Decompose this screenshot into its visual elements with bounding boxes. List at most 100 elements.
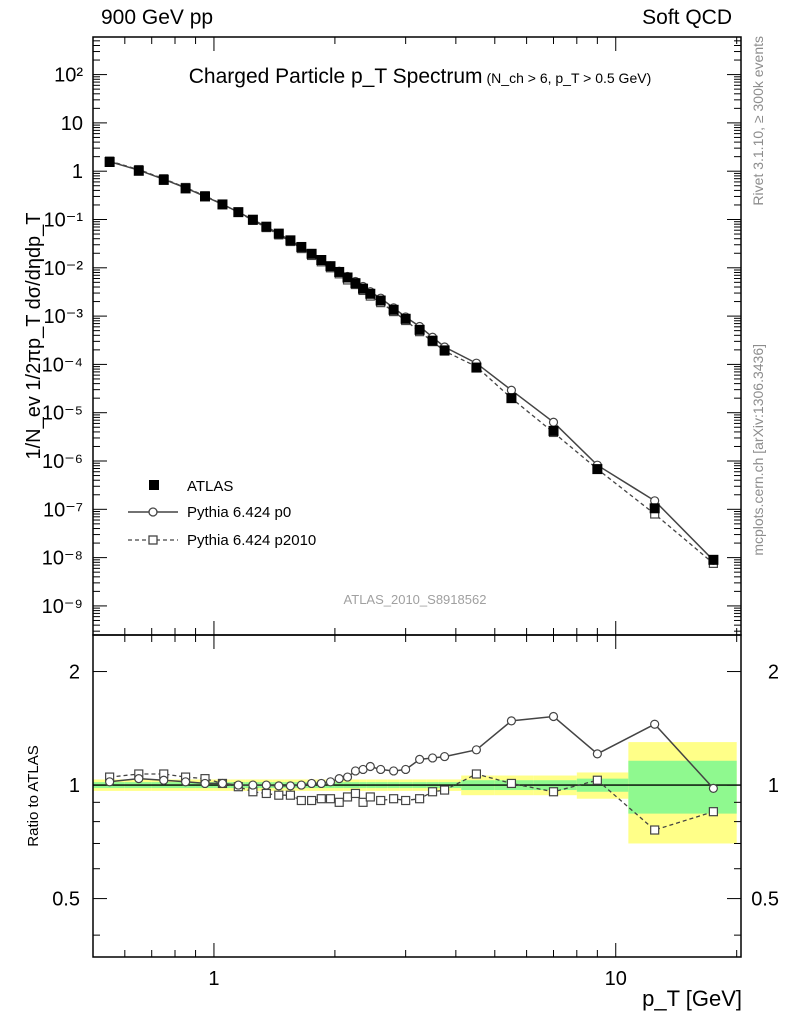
ratio-point-p0: [471, 745, 482, 755]
ratio-point-p0: [350, 766, 361, 776]
point-atlas: [104, 156, 115, 167]
ratio-point-p0: [415, 754, 425, 764]
ratio-point-p2010: [307, 795, 317, 806]
ratio-point-p0: [274, 781, 284, 791]
ratio-point-p0: [325, 777, 336, 787]
ratio-point-p2010: [389, 794, 399, 804]
analysis-watermark: ATLAS_2010_S8918562: [344, 592, 487, 607]
y-tick-label-main: 10⁻⁶: [42, 451, 83, 473]
point-atlas: [350, 278, 361, 289]
point-atlas: [247, 214, 258, 225]
x-tick-label: 1: [208, 968, 219, 990]
ratio-point-p0: [105, 777, 115, 787]
legend-marker-p2010: [148, 535, 158, 545]
ratio-point-p2010: [285, 790, 296, 800]
ratio-point-p2010: [296, 795, 306, 806]
ratio-plot-frame: [92, 634, 742, 958]
ratio-point-p0: [342, 772, 353, 782]
legend-label-p2010: Pythia 6.424 p2010: [187, 532, 316, 549]
point-atlas: [334, 266, 345, 277]
ratio-point-p0: [200, 778, 210, 789]
point-atlas: [439, 345, 450, 356]
y-tick-label-main: 10⁻⁴: [42, 354, 83, 376]
y-tick-label-main: 10⁻⁷: [43, 499, 83, 521]
point-atlas: [471, 362, 482, 373]
ratio-point-p2010: [376, 795, 386, 806]
y-tick-label-main: 1: [72, 161, 83, 183]
series-line-p0: [109, 160, 714, 561]
ratio-point-p2010: [548, 787, 559, 797]
point-atlas: [217, 199, 228, 210]
ratio-point-p0: [365, 761, 375, 772]
y-tick-label-ratio: 2: [69, 662, 80, 684]
ratio-point-p0: [427, 753, 438, 763]
ratio-point-p0: [650, 719, 660, 729]
y-tick-label-ratio-right: 1: [768, 775, 779, 797]
point-atlas: [365, 288, 376, 299]
ratio-point-p0: [548, 711, 559, 722]
ratio-point-p2010: [439, 785, 450, 795]
point-atlas: [414, 324, 425, 335]
ratio-point-p0: [389, 766, 399, 776]
ratio-point-p2010: [342, 792, 353, 802]
ratio-point-p0: [248, 780, 258, 790]
point-atlas: [375, 295, 386, 306]
ratio-point-p0: [376, 764, 386, 775]
point-atlas: [358, 283, 369, 294]
y-tick-label-main: 10: [61, 113, 83, 135]
ratio-point-p2010: [334, 797, 344, 807]
point-atlas: [316, 255, 327, 266]
y-tick-label-ratio-right: 2: [768, 662, 779, 684]
legend-label-atlas: ATLAS: [187, 478, 233, 495]
ratio-point-p2010: [708, 807, 718, 817]
ratio-point-p2010: [415, 794, 425, 804]
ratio-point-p0: [307, 778, 317, 789]
point-atlas: [180, 183, 191, 194]
ratio-point-p2010: [650, 825, 660, 835]
y-tick-label-main: 10⁻³: [44, 306, 84, 328]
x-tick-label: 10: [605, 968, 627, 990]
ratio-band-inner: [628, 760, 687, 814]
y-tick-label-main: 10⁻²: [44, 258, 84, 280]
main-y-axis-label: 1/N_ev 1/2πp_T dσ/dηdp_T: [23, 212, 45, 459]
ratio-point-p0: [285, 781, 296, 791]
ratio-point-p0: [233, 780, 243, 790]
ratio-point-p0: [180, 777, 191, 787]
y-tick-label-ratio: 1: [69, 775, 80, 797]
y-tick-label-main: 10⁻¹: [44, 209, 84, 231]
ratio-uncertainty-bands: [93, 742, 737, 844]
ratio-point-p2010: [427, 787, 438, 797]
ratio-plot-data: [93, 711, 741, 835]
ratio-point-p0: [592, 749, 602, 759]
y-tick-label-main: 10⁻⁸: [42, 548, 83, 570]
legend-label-p0: Pythia 6.424 p0: [187, 504, 291, 521]
point-atlas: [708, 554, 719, 565]
ratio-point-p0: [506, 716, 517, 726]
point-atlas: [296, 241, 307, 252]
header-energy-label: 900 GeV pp: [101, 6, 214, 29]
point-atlas: [400, 313, 411, 324]
ratio-point-p2010: [358, 797, 368, 807]
point-atlas: [233, 207, 244, 218]
ratio-point-p2010: [506, 778, 517, 789]
ratio-point-p0: [134, 774, 144, 784]
mcplots-reference-label: mcplots.cern.ch [arXiv:1306.3436]: [750, 344, 766, 556]
point-atlas: [158, 174, 169, 185]
legend-marker-p0: [148, 507, 158, 517]
ratio-point-p0: [401, 764, 411, 775]
legend-marker-atlas: [149, 480, 159, 490]
ratio-point-p2010: [365, 792, 375, 802]
ratio-point-p2010: [261, 788, 271, 799]
ratio-point-p0: [159, 775, 169, 785]
main-title: Charged Particle p_T Spectrum (N_ch > 6, …: [189, 65, 651, 88]
y-tick-label-main: 10⁻⁵: [42, 403, 83, 425]
ratio-point-p2010: [325, 794, 336, 804]
ratio-point-p2010: [274, 790, 284, 800]
point-atlas: [592, 464, 603, 475]
ratio-point-p2010: [401, 795, 411, 806]
ratio-point-p0: [334, 774, 344, 784]
main-plot-data: [104, 156, 719, 568]
ratio-point-p2010: [350, 788, 361, 799]
point-p0: [506, 385, 517, 395]
